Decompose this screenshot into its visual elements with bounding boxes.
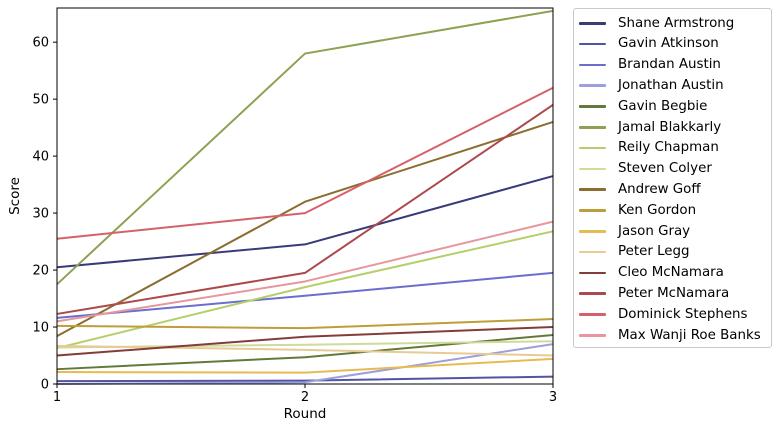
series-line-jason-gray [56,357,554,374]
legend-item-jamal-blakkarly: Jamal Blakkarly [579,117,771,138]
series-line-andrew-goff [56,120,554,338]
series-line-cleo-mcnamara [56,326,554,357]
legend-item-gavin-begbie: Gavin Begbie [579,96,771,117]
legend-line-swatch [579,42,606,46]
x-axis-label: Round [283,406,327,422]
x-tick-label: 3 [549,390,557,405]
legend-line-swatch [579,105,606,108]
y-tick-label: 40 [32,150,49,165]
legend: Shane Armstrong Gavin Atkinson Brandan Aus… [573,8,772,348]
x-tick-label: 2 [301,390,309,405]
y-tick-label: 20 [32,264,49,279]
legend-label: Gavin Begbie [618,98,708,114]
legend-label: Jamal Blakkarly [618,119,722,135]
series-line-gavin-begbie [56,334,554,371]
legend-item-peter-legg: Peter Legg [579,242,771,263]
legend-line-swatch [579,209,606,212]
series-line-brandan-austin [56,271,554,319]
legend-line-swatch [579,250,606,254]
legend-item-jonathan-austin: Jonathan Austin [579,75,771,96]
legend-label: Reily Chapman [618,140,719,156]
legend-label: Dominick Stephens [618,306,748,322]
legend-item-cleo-mcnamara: Cleo McNamara [579,263,771,284]
x-tick-label: 1 [53,390,61,405]
series-line-shane-armstrong [56,175,554,269]
legend-item-gavin-atkinson: Gavin Atkinson [579,34,771,55]
legend-label: Ken Gordon [618,202,697,218]
legend-label: Shane Armstrong [618,15,735,31]
legend-label: Steven Colyer [618,161,712,177]
y-tick-label: 30 [32,207,49,222]
legend-label: Brandan Austin [618,57,721,73]
y-tick-label: 50 [32,93,49,108]
legend-item-brandan-austin: Brandan Austin [579,55,771,76]
legend-item-shane-armstrong: Shane Armstrong [579,13,771,34]
legend-line-swatch [579,22,606,25]
y-tick-label: 60 [32,36,49,51]
legend-label: Andrew Goff [618,182,701,198]
legend-label: Max Wanji Roe Banks [618,327,761,343]
legend-item-reily-chapman: Reily Chapman [579,138,771,159]
legend-label: Jonathan Austin [618,78,724,94]
legend-line-swatch [579,126,606,129]
legend-label: Cleo McNamara [618,265,724,281]
y-tick-label: 10 [32,321,49,336]
series-line-dominick-stephens [56,86,554,240]
legend-item-steven-colyer: Steven Colyer [579,159,771,180]
series-line-max-wanji-roe-banks [56,220,554,323]
legend-line-swatch [579,167,606,171]
series-line-ken-gordon [56,318,554,330]
legend-line-swatch [579,230,606,233]
series-line-peter-mcnamara [56,104,554,315]
legend-item-ken-gordon: Ken Gordon [579,200,771,221]
legend-label: Gavin Atkinson [618,36,719,52]
legend-item-max-wanji-roe-banks: Max Wanji Roe Banks [579,325,771,346]
legend-item-andrew-goff: Andrew Goff [579,179,771,200]
legend-line-swatch [579,313,606,316]
legend-line-swatch [579,188,606,192]
y-axis-label: Score [7,177,23,215]
legend-item-peter-mcnamara: Peter McNamara [579,283,771,304]
legend-line-swatch [579,84,606,88]
series-line-reily-chapman [56,230,554,350]
series-line-peter-legg [56,344,554,357]
y-tick-label: 0 [41,378,49,393]
legend-label: Jason Gray [618,223,691,239]
legend-line-swatch [579,271,606,275]
series-line-gavin-atkinson [56,375,554,383]
legend-item-jason-gray: Jason Gray [579,221,771,242]
legend-line-swatch [579,63,606,67]
legend-item-dominick-stephens: Dominick Stephens [579,304,771,325]
series-line-jonathan-austin [56,343,554,385]
series-line-jamal-blakkarly [56,9,554,286]
legend-line-swatch [579,146,606,150]
legend-line-swatch [579,292,606,296]
legend-label: Peter Legg [618,244,690,260]
legend-label: Peter McNamara [618,286,730,302]
legend-line-swatch [579,334,606,337]
